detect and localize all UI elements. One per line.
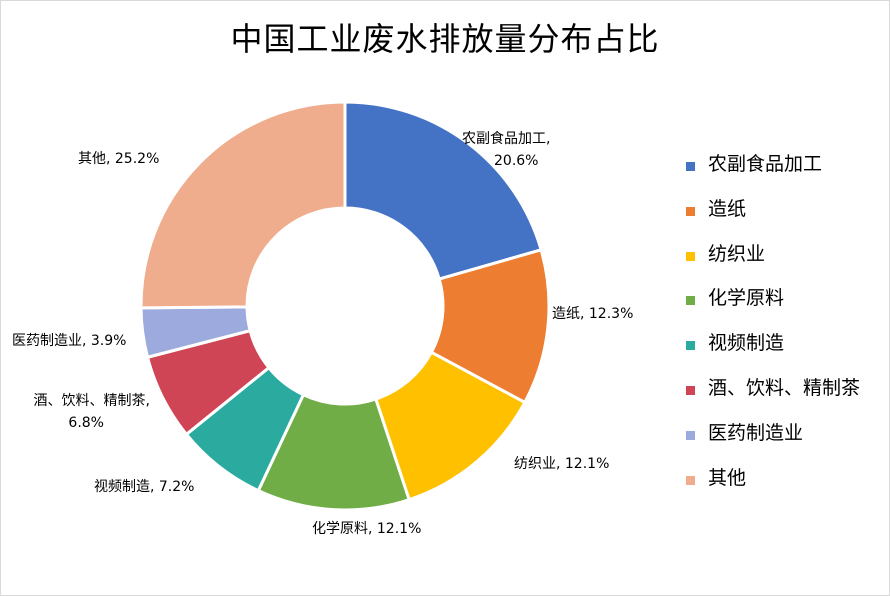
chart-legend: 农副食品加工 造纸 纺织业 化学原料 视频制造 酒、饮料、精制茶 医药制造业 其…	[686, 150, 886, 508]
legend-swatch	[686, 475, 695, 485]
legend-label: 化学原料	[708, 287, 785, 310]
legend-label: 酒、饮料、精制茶	[708, 376, 861, 399]
data-label: 医药制造业, 3.9%	[12, 333, 126, 349]
legend-item: 造纸	[686, 195, 886, 240]
data-label: 纺织业, 12.1%	[514, 456, 609, 472]
legend-swatch	[686, 385, 695, 395]
legend-label: 纺织业	[708, 242, 766, 265]
data-label: 其他, 25.2%	[78, 151, 159, 167]
legend-item: 纺织业	[686, 240, 886, 285]
data-label: 酒、饮料、精制茶, 6.8%	[34, 393, 150, 431]
legend-item: 酒、饮料、精制茶	[686, 374, 886, 419]
legend-label: 医药制造业	[708, 421, 804, 444]
legend-swatch	[686, 296, 695, 306]
legend-item: 视频制造	[686, 329, 886, 374]
pie-slice	[343, 100, 543, 281]
legend-label: 其他	[708, 466, 747, 489]
data-label: 化学原料, 12.1%	[312, 521, 421, 537]
legend-label: 农副食品加工	[708, 153, 823, 175]
legend-swatch	[686, 206, 695, 216]
legend-item: 医药制造业	[686, 419, 886, 464]
pie-slice	[139, 100, 347, 310]
legend-swatch	[686, 251, 695, 261]
legend-item: 农副食品加工	[686, 150, 886, 195]
legend-item: 化学原料	[686, 284, 886, 329]
legend-label: 视频制造	[708, 332, 785, 355]
legend-swatch	[686, 341, 695, 351]
data-label: 农副食品加工, 20.6%	[462, 130, 550, 169]
legend-label: 造纸	[708, 197, 747, 220]
data-label: 视频制造, 7.2%	[94, 479, 194, 495]
legend-swatch	[686, 430, 695, 440]
legend-item: 其他	[686, 464, 886, 509]
chart-title: 中国工业废水排放量分布占比	[230, 20, 660, 58]
legend-swatch	[686, 162, 695, 171]
data-label: 造纸, 12.3%	[552, 306, 633, 322]
